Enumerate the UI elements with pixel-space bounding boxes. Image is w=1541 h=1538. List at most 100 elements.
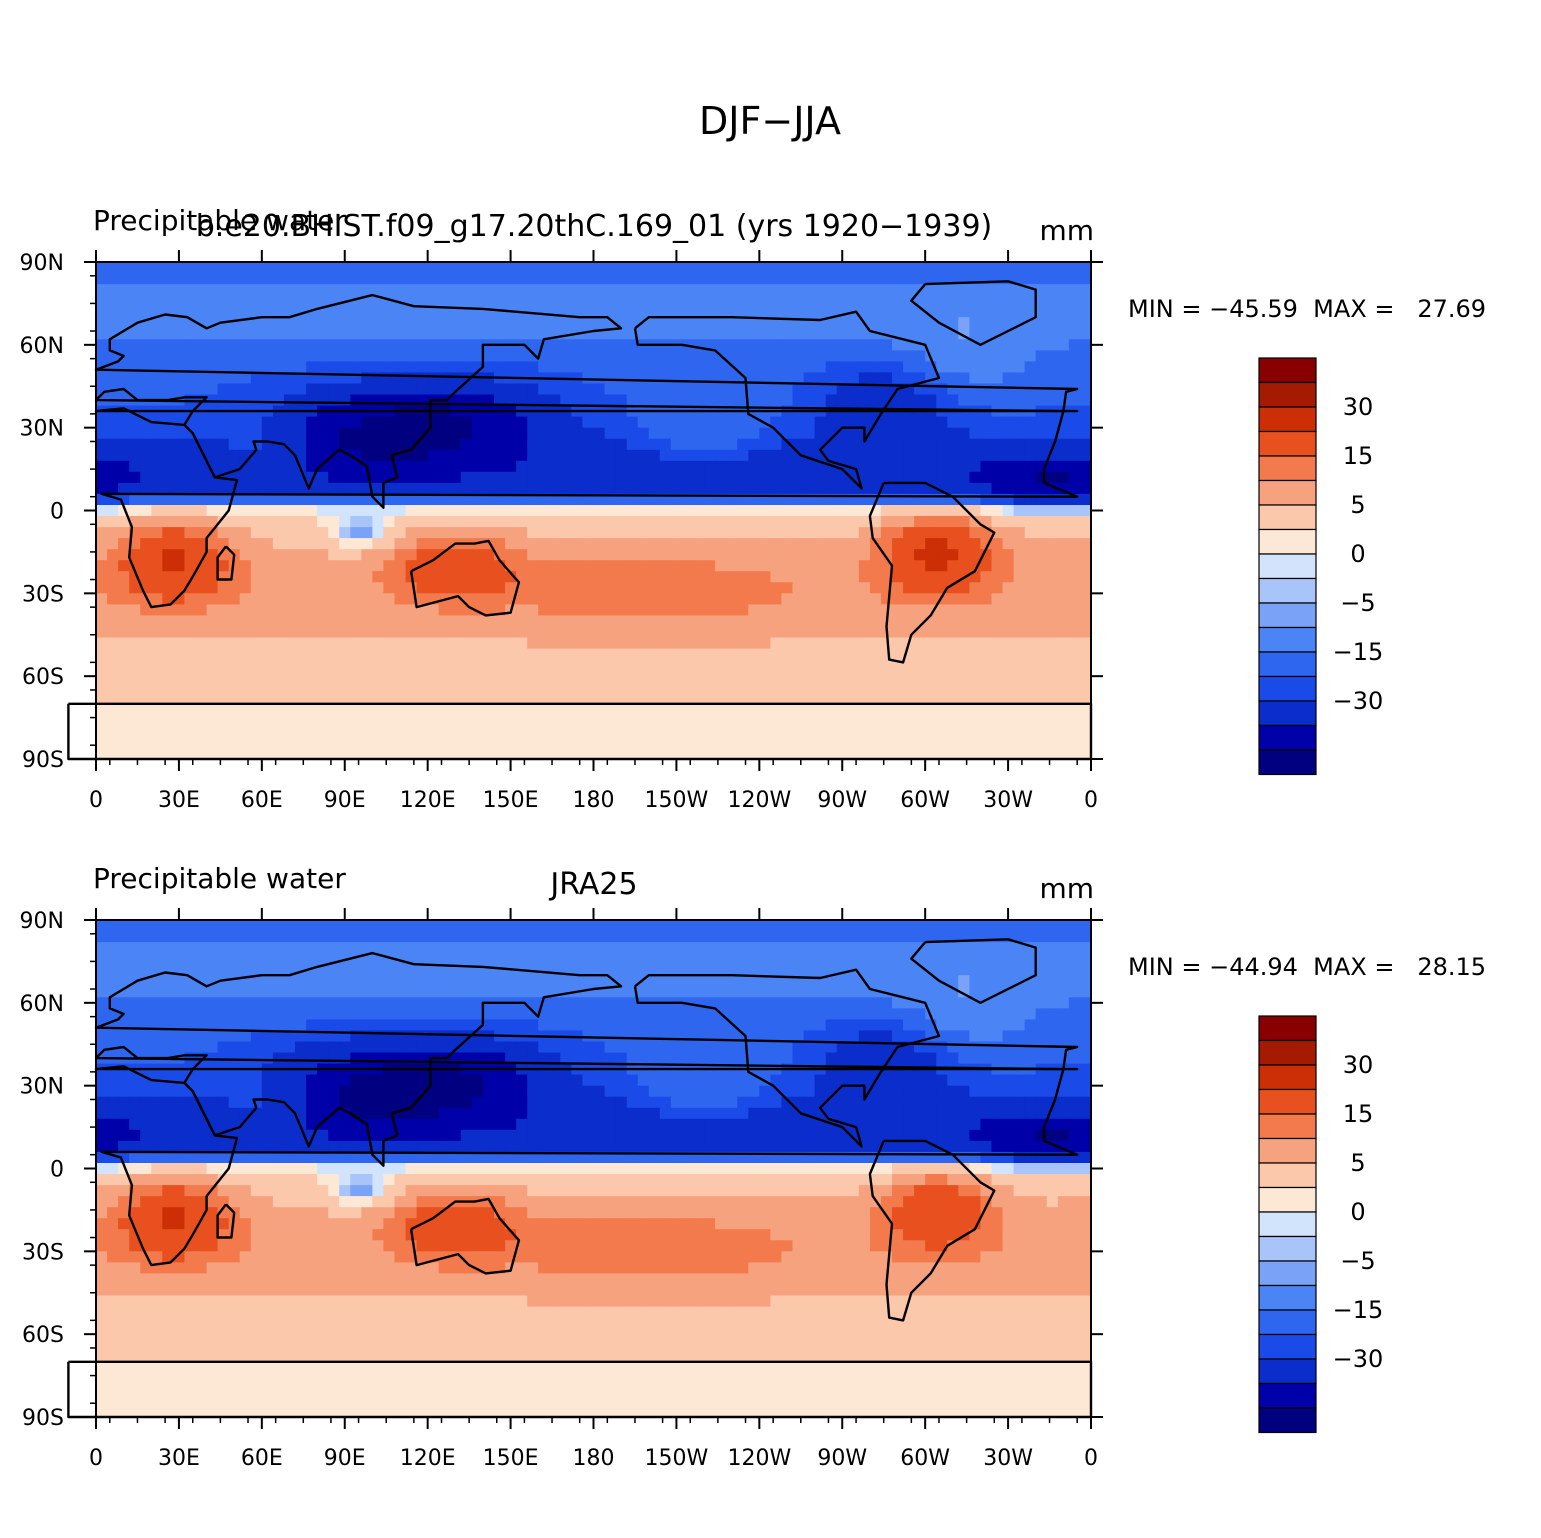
field-cell	[858, 394, 871, 407]
field-cell	[1057, 394, 1070, 407]
field-cell	[1035, 295, 1048, 307]
field-cell	[847, 942, 860, 954]
field-cell	[903, 394, 915, 407]
field-cell	[615, 615, 628, 627]
field-cell	[272, 748, 285, 760]
field-cell	[162, 493, 174, 506]
field-cell	[814, 670, 827, 683]
field-cell	[1024, 975, 1037, 987]
field-cell	[427, 438, 440, 451]
field-cell	[228, 920, 241, 932]
field-cell	[460, 328, 473, 340]
center-string: b.e20.BHIST.f09_g17.20thC.169_01 (yrs 19…	[196, 209, 992, 244]
field-cell	[991, 339, 1004, 351]
field-cell	[96, 339, 108, 351]
field-cell	[858, 692, 871, 705]
field-cell	[416, 295, 429, 307]
field-cell	[1057, 295, 1070, 307]
field-cell	[958, 560, 970, 572]
field-cell	[681, 527, 694, 539]
field-cell	[903, 493, 915, 506]
field-cell	[759, 582, 771, 594]
field-cell	[206, 953, 219, 965]
field-cell	[261, 339, 274, 351]
field-cell	[118, 736, 130, 749]
field-cell	[405, 383, 418, 396]
field-cell	[836, 637, 849, 650]
field-cell	[748, 328, 760, 340]
field-cell	[858, 284, 871, 296]
field-cell	[427, 681, 440, 694]
field-cell	[261, 438, 274, 451]
field-cell	[715, 449, 727, 462]
field-cell	[947, 604, 959, 616]
field-cell	[107, 986, 119, 998]
field-cell	[449, 659, 462, 672]
x-tick-label: 120E	[400, 788, 456, 813]
field-cell	[538, 637, 550, 650]
field-cell	[825, 317, 838, 329]
field-cell	[96, 295, 108, 307]
field-cell	[317, 560, 329, 572]
field-cell	[549, 527, 561, 539]
field-cell	[118, 516, 130, 528]
field-cell	[947, 953, 959, 965]
field-cell	[914, 295, 926, 307]
field-cell	[1057, 328, 1070, 340]
field-cell	[449, 1008, 462, 1020]
field-cell	[228, 571, 241, 583]
field-cell	[516, 736, 528, 749]
field-cell	[803, 339, 816, 351]
field-cell	[1046, 284, 1059, 296]
field-cell	[770, 975, 783, 987]
field-cell	[339, 659, 351, 672]
field-cell	[781, 582, 794, 594]
field-cell	[637, 571, 650, 583]
field-cell	[969, 986, 982, 998]
field-cell	[571, 493, 584, 506]
field-cell	[151, 505, 163, 517]
field-cell	[272, 931, 285, 943]
field-cell	[1057, 482, 1070, 495]
field-cell	[648, 659, 661, 672]
field-cell	[770, 383, 783, 396]
field-cell	[825, 975, 838, 987]
field-cell	[140, 725, 152, 738]
field-cell	[1068, 416, 1081, 429]
field-cell	[1046, 748, 1059, 760]
field-cell	[482, 975, 495, 987]
field-cell	[1013, 571, 1026, 583]
colorbar-box	[1258, 553, 1317, 580]
field-cell	[958, 670, 970, 683]
field-cell	[925, 383, 937, 396]
field-cell	[527, 505, 539, 517]
field-cell	[549, 582, 561, 594]
field-cell	[339, 361, 351, 373]
field-cell	[217, 725, 230, 738]
field-cell	[914, 505, 926, 517]
field-cell	[1013, 361, 1026, 373]
field-cell	[715, 427, 727, 440]
field-cell	[195, 942, 208, 954]
field-cell	[317, 284, 329, 296]
field-cell	[648, 273, 661, 285]
field-cell	[239, 920, 252, 932]
field-cell	[847, 953, 860, 965]
field-cell	[383, 284, 396, 296]
field-cell	[250, 482, 263, 495]
field-cell	[295, 953, 307, 965]
field-cell	[615, 670, 628, 683]
field-cell	[206, 482, 219, 495]
field-cell	[527, 681, 539, 694]
field-cell	[228, 427, 241, 440]
field-cell	[306, 931, 318, 943]
field-cell	[748, 692, 760, 705]
field-cell	[516, 920, 528, 932]
field-cell	[715, 394, 727, 407]
field-cell	[670, 637, 683, 650]
field-cell	[914, 571, 926, 583]
field-cell	[936, 284, 948, 296]
field-cell	[283, 538, 296, 550]
field-cell	[140, 306, 152, 318]
field-cell	[527, 350, 539, 362]
